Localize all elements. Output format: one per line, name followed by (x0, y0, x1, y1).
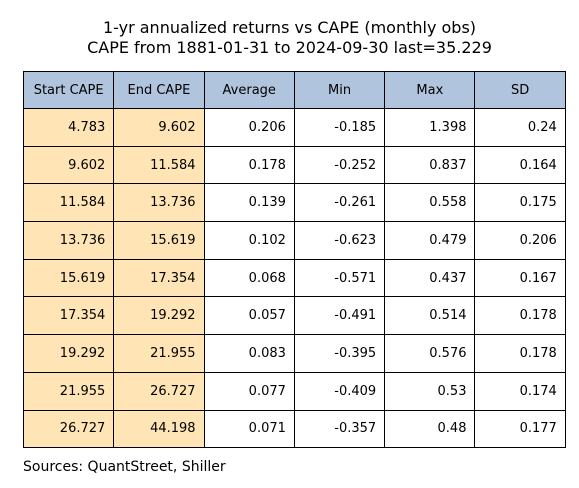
column-header: End CAPE (113, 71, 205, 109)
table-cell: 4.783 (22, 108, 115, 147)
table-cell: 0.102 (203, 221, 295, 260)
table-cell: 0.164 (474, 145, 566, 185)
table-cell: 13.736 (113, 183, 205, 223)
table-cell: 0.057 (203, 296, 295, 336)
table-cell: -0.261 (293, 183, 386, 223)
table-cell: 0.068 (203, 258, 295, 298)
table-cell: 0.167 (474, 258, 566, 298)
table-cell: -0.571 (293, 258, 386, 298)
table-cell: -0.252 (293, 145, 386, 185)
column-header: Average (203, 71, 295, 109)
table-row: 26.727 44.198 0.071 -0.357 0.48 0.177 (22, 409, 566, 449)
table-cell: 0.174 (474, 371, 566, 411)
table-cell: 0.077 (203, 371, 295, 411)
table-cell: 0.175 (474, 183, 566, 223)
table-row: 9.602 11.584 0.178 -0.252 0.837 0.164 (22, 145, 566, 185)
table-cell: 0.479 (384, 221, 476, 260)
table-row: 19.292 21.955 0.083 -0.395 0.576 0.178 (22, 334, 566, 373)
table-cell: 0.178 (203, 145, 295, 185)
table-cell: 0.206 (474, 221, 566, 260)
table-cell: 11.584 (22, 183, 115, 223)
table-cell: 9.602 (113, 108, 205, 147)
table-cell: 21.955 (22, 371, 115, 411)
table-cell: 0.514 (384, 296, 476, 336)
table-cell: 0.437 (384, 258, 476, 298)
column-header: Start CAPE (22, 71, 115, 109)
table-cell: 0.178 (474, 296, 566, 336)
table-cell: -0.185 (293, 108, 386, 147)
table-row: 11.584 13.736 0.139 -0.261 0.558 0.175 (22, 183, 566, 223)
table-cell: 0.24 (474, 108, 566, 147)
table-cell: 0.178 (474, 334, 566, 373)
table-cell: -0.409 (293, 371, 386, 411)
table-cell: 0.071 (203, 409, 295, 449)
table: Start CAPE End CAPE Average Min Max SD 4.783 9… (22, 71, 566, 449)
table-cell: -0.395 (293, 334, 386, 373)
table-row: 15.619 17.354 0.068 -0.571 0.437 0.167 (22, 258, 566, 298)
table-cell: 0.48 (384, 409, 476, 449)
table-cell: 0.837 (384, 145, 476, 185)
table-cell: 44.198 (113, 409, 205, 449)
column-header: SD (474, 71, 566, 109)
table-cell: 0.206 (203, 108, 295, 147)
title-line: CAPE from 1881-01-31 to 2024-09-30 last=… (87, 38, 492, 57)
table-cell: 0.139 (203, 183, 295, 223)
table-cell: 17.354 (113, 258, 205, 298)
table-cell: -0.357 (293, 409, 386, 449)
table-cell: 26.727 (22, 409, 115, 449)
table-cell: 0.558 (384, 183, 476, 223)
column-header: Max (384, 71, 476, 109)
table-cell: 15.619 (22, 258, 115, 298)
header-row: Start CAPE End CAPE Average Min Max SD (22, 71, 566, 109)
table-cell: 1.398 (384, 108, 476, 147)
table-cell: -0.491 (293, 296, 386, 336)
table-cell: 0.177 (474, 409, 566, 449)
table-cell: 0.53 (384, 371, 476, 411)
table-row: 4.783 9.602 0.206 -0.185 1.398 0.24 (22, 108, 566, 147)
table-row: 17.354 19.292 0.057 -0.491 0.514 0.178 (22, 296, 566, 336)
table-row: 21.955 26.727 0.077 -0.409 0.53 0.174 (22, 371, 566, 411)
table-row: 13.736 15.619 0.102 -0.623 0.479 0.206 (22, 221, 566, 260)
table-body: 4.783 9.602 0.206 -0.185 1.398 0.24 9.602 11.58… (22, 108, 566, 449)
table-cell: 9.602 (22, 145, 115, 185)
table-cell: 19.292 (113, 296, 205, 336)
table-cell: 15.619 (113, 221, 205, 260)
table-cell: 19.292 (22, 334, 115, 373)
table-cell: 21.955 (113, 334, 205, 373)
title-line: 1-yr annualized returns vs CAPE (monthly… (102, 18, 477, 37)
table-cell: 11.584 (113, 145, 205, 185)
column-header: Min (293, 71, 386, 109)
table-cell: 26.727 (113, 371, 205, 411)
source-note: Sources: QuantStreet, Shiller (23, 459, 226, 475)
table-cell: 17.354 (22, 296, 115, 336)
table-cell: 0.083 (203, 334, 295, 373)
table-cell: -0.623 (293, 221, 386, 260)
table-cell: 0.576 (384, 334, 476, 373)
table-cell: 13.736 (22, 221, 115, 260)
